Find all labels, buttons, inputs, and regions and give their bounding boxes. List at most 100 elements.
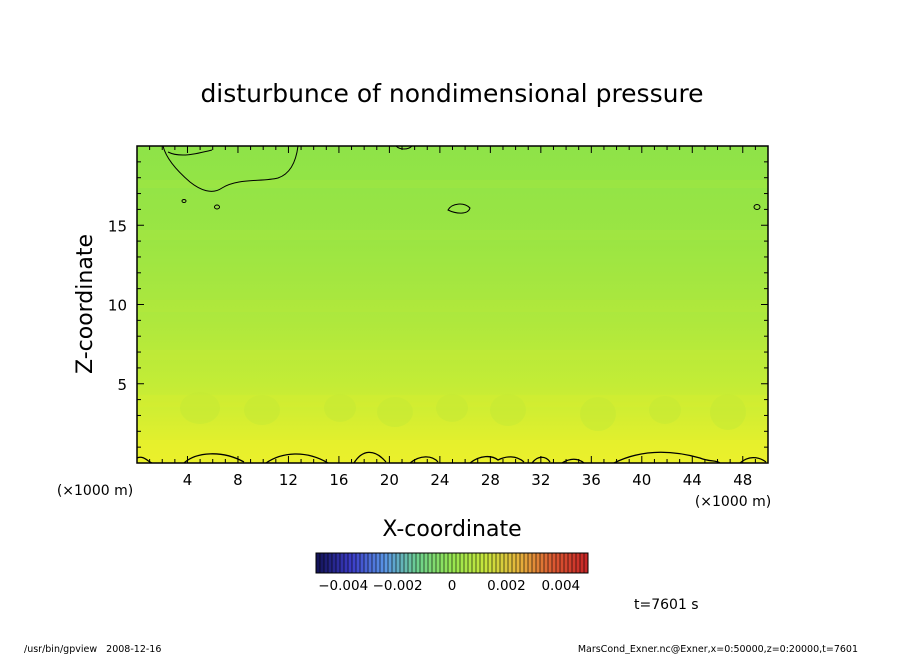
colorbar-swatch: [532, 553, 536, 573]
x-unit-right: (×1000 m): [695, 494, 771, 510]
colorbar-swatch: [452, 553, 456, 573]
colorbar-swatch: [564, 553, 568, 573]
colorbar-swatch: [488, 553, 492, 573]
field-banding: [137, 146, 768, 463]
colorbar-swatch: [464, 553, 468, 573]
x-tick-label: 40: [632, 471, 651, 489]
colorbar-swatch: [316, 553, 320, 573]
colorbar-swatch: [348, 553, 352, 573]
x-tick-label: 48: [733, 471, 752, 489]
colorbar-swatch: [428, 553, 432, 573]
colorbar-swatch: [572, 553, 576, 573]
colorbar-swatch: [404, 553, 408, 573]
colorbar-labels: −0.004 −0.002 0 0.002 0.004: [318, 578, 580, 594]
colorbar-swatch: [480, 553, 484, 573]
colorbar-swatch: [324, 553, 328, 573]
colorbar-swatch: [364, 553, 368, 573]
colorbar-swatch: [392, 553, 396, 573]
colorbar-swatch: [484, 553, 488, 573]
colorbar-swatch: [400, 553, 404, 573]
colorbar-swatch: [380, 553, 384, 573]
colorbar-swatch: [352, 553, 356, 573]
y-axis-ticks: 5 10 15: [108, 161, 768, 448]
colorbar-frame: [315, 552, 589, 574]
time-label: t=7601 s: [634, 597, 699, 613]
colorbar-swatch: [340, 553, 344, 573]
colorbar-tick-label: −0.004: [318, 578, 368, 594]
x-tick-label: 20: [380, 471, 399, 489]
colorbar-tick-label: 0.004: [541, 578, 580, 594]
x-unit-left: (×1000 m): [57, 483, 133, 499]
x-axis-ticks: 4 8 12 16 20 24 28 32 36 40 44 48: [149, 146, 756, 489]
colorbar-swatch: [584, 553, 588, 573]
x-tick-label: 36: [582, 471, 601, 489]
colorbar-swatch: [412, 553, 416, 573]
colorbar-swatch: [516, 553, 520, 573]
colorbar-swatch: [512, 553, 516, 573]
footer-left: /usr/bin/gpview 2008-12-16: [24, 644, 161, 654]
colorbar-tick-label: 0.002: [487, 578, 526, 594]
colorbar-swatch: [548, 553, 552, 573]
colorbar-swatch: [444, 553, 448, 573]
colorbar-swatch: [344, 553, 348, 573]
colorbar-swatch: [552, 553, 556, 573]
colorbar-swatch: [436, 553, 440, 573]
colorbar-swatch: [536, 553, 540, 573]
colorbar-swatch: [580, 553, 584, 573]
colorbar-swatch: [560, 553, 564, 573]
colorbar-swatch: [424, 553, 428, 573]
colorbar-swatch: [384, 553, 388, 573]
colorbar-swatch: [496, 553, 500, 573]
colorbar-swatch: [528, 553, 532, 573]
colorbar-swatch: [568, 553, 572, 573]
colorbar-swatch: [520, 553, 524, 573]
x-tick-label: 24: [430, 471, 449, 489]
x-tick-label: 4: [183, 471, 193, 489]
colorbar-swatch: [524, 553, 528, 573]
colorbar-swatch: [408, 553, 412, 573]
colorbar-swatch: [360, 553, 364, 573]
x-tick-label: 32: [531, 471, 550, 489]
x-tick-label: 8: [233, 471, 243, 489]
colorbar-swatch: [420, 553, 424, 573]
colorbar-swatch: [500, 553, 504, 573]
colorbar-swatch: [368, 553, 372, 573]
colorbar-stripes: [315, 553, 588, 573]
colorbar-swatch: [540, 553, 544, 573]
chart-title: disturbunce of nondimensional pressure: [200, 79, 703, 108]
colorbar-swatch: [556, 553, 560, 573]
colorbar-swatch: [432, 553, 436, 573]
colorbar-swatch: [388, 553, 392, 573]
colorbar-swatch: [456, 553, 460, 573]
y-axis-label: Z-coordinate: [73, 234, 98, 374]
colorbar-tick-label: −0.002: [373, 578, 423, 594]
colorbar-swatch: [372, 553, 376, 573]
colorbar-swatch: [396, 553, 400, 573]
colorbar-swatch: [492, 553, 496, 573]
contour-lines: [137, 146, 767, 463]
colorbar-swatch: [472, 553, 476, 573]
colorbar-swatch: [416, 553, 420, 573]
colorbar-swatch: [320, 553, 324, 573]
colorbar-swatch: [476, 553, 480, 573]
x-tick-label: 12: [279, 471, 298, 489]
colorbar-swatch: [468, 553, 472, 573]
colorbar-swatch: [356, 553, 360, 573]
colorbar-tick-label: 0: [448, 578, 457, 594]
colorbar-swatch: [332, 553, 336, 573]
x-axis-label: X-coordinate: [382, 517, 521, 542]
colorbar-swatch: [328, 553, 332, 573]
colorbar-swatch: [460, 553, 464, 573]
x-tick-label: 44: [683, 471, 702, 489]
colorbar-swatch: [576, 553, 580, 573]
colorbar: −0.004 −0.002 0 0.002 0.004: [315, 552, 589, 594]
colorbar-swatch: [376, 553, 380, 573]
colorbar-swatch: [504, 553, 508, 573]
colorbar-swatch: [508, 553, 512, 573]
colorbar-swatch: [448, 553, 452, 573]
low-level-cells: [180, 392, 746, 431]
y-tick-label: 15: [108, 217, 127, 235]
footer-right: MarsCond_Exner.nc@Exner,x=0:50000,z=0:20…: [578, 644, 858, 654]
